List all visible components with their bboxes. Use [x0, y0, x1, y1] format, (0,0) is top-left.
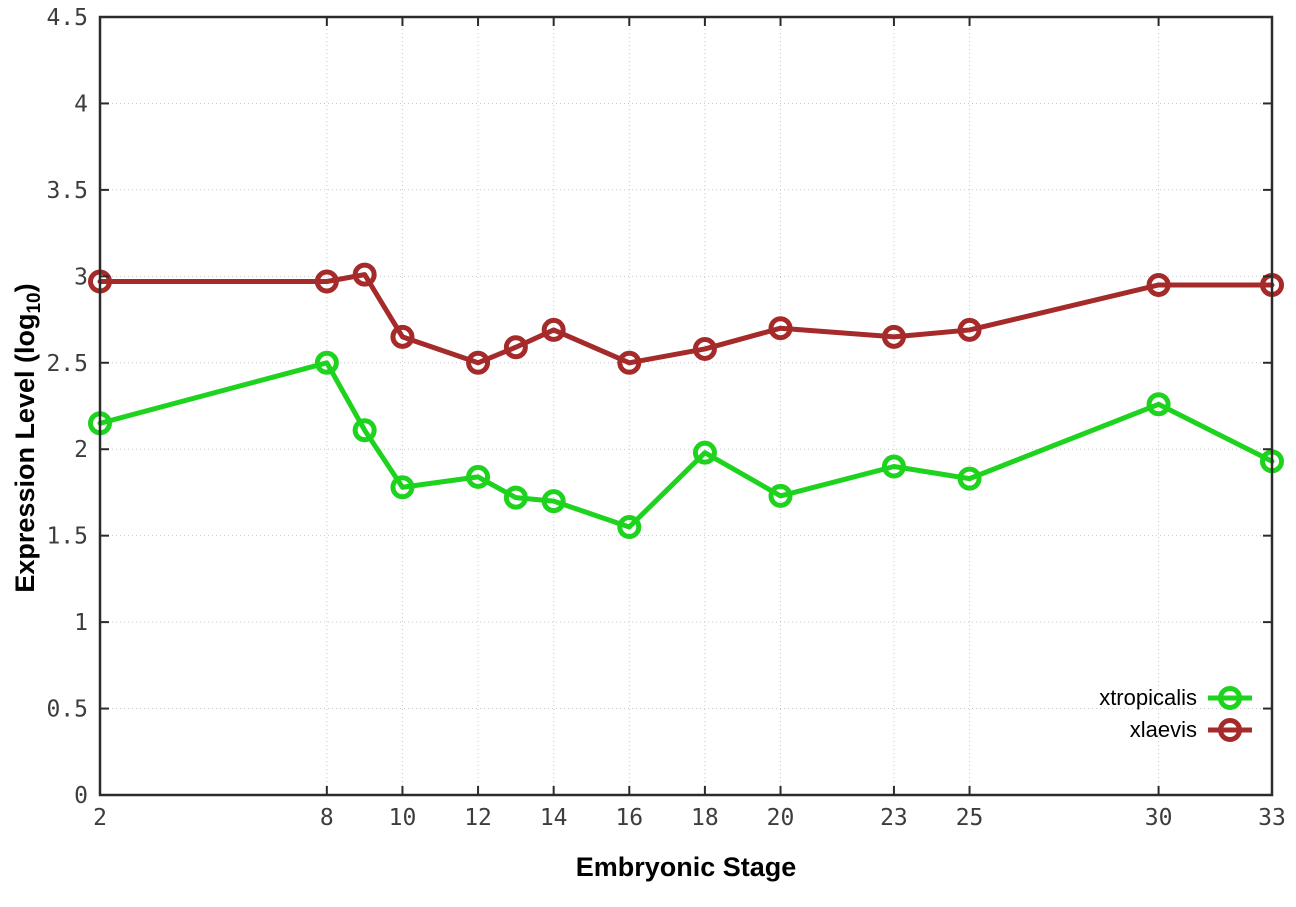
y-tick-label: 2.5: [46, 351, 88, 377]
x-tick-label: 14: [540, 805, 568, 831]
x-tick-label: 10: [389, 805, 417, 831]
y-tick-label: 2: [74, 437, 88, 463]
data-point-xlaevis: [541, 317, 566, 342]
series-line-xlaevis: [97, 272, 1275, 366]
data-point-xtropicalis: [503, 485, 528, 510]
data-point-xtropicalis: [1146, 392, 1171, 417]
data-point-xtropicalis: [541, 489, 566, 514]
data-point-xtropicalis: [466, 464, 491, 489]
data-point-xtropicalis: [617, 515, 642, 540]
data-point-xlaevis: [957, 317, 982, 342]
data-point-xtropicalis: [692, 440, 717, 465]
y-tick-label: 1.5: [46, 524, 88, 550]
plot-border: [98, 15, 1274, 797]
y-axis-title: Expression Level (log10): [10, 283, 46, 592]
x-tick-label: 12: [464, 805, 492, 831]
y-tick-label: 3: [74, 264, 88, 290]
y-tick-label: 4.5: [46, 5, 88, 31]
legend-marker-xtropicalis: [1208, 686, 1252, 710]
x-tick-label: 20: [767, 805, 795, 831]
y-axis-title-text: Expression Level (log: [9, 313, 40, 593]
y-tick-label: 1: [74, 610, 88, 636]
data-point-xtropicalis: [768, 483, 793, 508]
data-point-xtropicalis: [957, 466, 982, 491]
x-tick-label: 33: [1258, 805, 1286, 831]
x-tick-label: 23: [880, 805, 908, 831]
legend-item-xtropicalis: xtropicalis: [1099, 684, 1253, 712]
data-point-xlaevis: [617, 350, 642, 375]
y-axis-title-close: ): [9, 283, 40, 293]
data-point-xlaevis: [692, 336, 717, 361]
data-point-xlaevis: [881, 324, 906, 349]
x-tick-label: 16: [615, 805, 643, 831]
legend-label-xtropicalis: xtropicalis: [1099, 685, 1197, 710]
legend-marker-xlaevis: [1208, 718, 1252, 742]
data-point-xlaevis: [466, 350, 491, 375]
data-point-xlaevis: [1146, 272, 1171, 297]
data-point-xlaevis: [314, 269, 339, 294]
legend-label-xlaevis: xlaevis: [1129, 717, 1197, 742]
data-point-xlaevis: [503, 335, 528, 360]
data-point-xtropicalis: [390, 475, 415, 500]
x-axis-title: Embryonic Stage: [575, 852, 797, 882]
x-tick-label: 30: [1145, 805, 1173, 831]
y-tick-label: 4: [74, 91, 88, 117]
x-tick-label: 18: [691, 805, 719, 831]
y-tick-label: 0: [74, 783, 88, 809]
y-axis-title-subscript: 10: [24, 292, 46, 314]
x-tick-label: 8: [320, 805, 334, 831]
data-point-xlaevis: [768, 316, 793, 341]
x-tick-label: 2: [93, 805, 107, 831]
data-point-xlaevis: [352, 262, 377, 287]
y-tick-label: 3.5: [46, 178, 88, 204]
series-line-xtropicalis: [97, 360, 1275, 530]
x-tick-label: 25: [956, 805, 984, 831]
data-point-xtropicalis: [314, 350, 339, 375]
y-tick-label: 0.5: [46, 697, 88, 723]
legend-item-xlaevis: xlaevis: [1099, 716, 1253, 744]
data-point-xtropicalis: [352, 418, 377, 443]
data-point-xlaevis: [390, 324, 415, 349]
data-point-xtropicalis: [881, 454, 906, 479]
legend: xtropicalis xlaevis: [1099, 684, 1253, 744]
